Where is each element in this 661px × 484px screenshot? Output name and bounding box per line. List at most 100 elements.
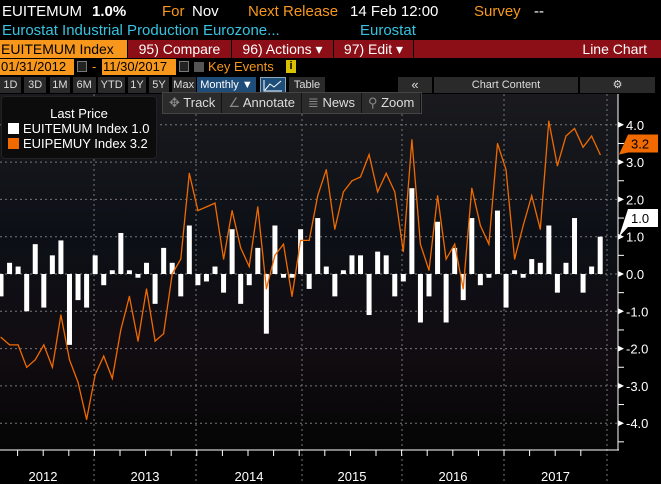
bar[interactable] — [289, 274, 295, 278]
bar[interactable] — [101, 274, 107, 286]
bar[interactable] — [203, 274, 209, 282]
chart-type-label[interactable]: Line Chart — [582, 41, 647, 57]
bar[interactable] — [486, 274, 492, 278]
bar[interactable] — [477, 274, 483, 286]
bar[interactable] — [66, 274, 72, 345]
actions-menu[interactable]: 96) Actions ▾ — [232, 40, 334, 58]
bar[interactable] — [238, 274, 244, 304]
bar[interactable] — [263, 274, 269, 334]
bar[interactable] — [537, 262, 543, 274]
bar[interactable] — [0, 274, 4, 297]
chart-style-icon[interactable] — [260, 77, 286, 93]
bar[interactable] — [32, 244, 38, 274]
bar[interactable] — [15, 266, 21, 274]
legend[interactable]: Last Price EUITEMUM Index 1.0 EUIPEMUY I… — [1, 96, 157, 159]
bar[interactable] — [349, 255, 355, 274]
start-date-input[interactable]: 01/31/2012 — [0, 59, 74, 75]
period-button-1m[interactable]: 1M — [49, 77, 71, 93]
bar[interactable] — [589, 266, 595, 274]
bar[interactable] — [417, 274, 423, 323]
bar[interactable] — [529, 259, 535, 274]
bar[interactable] — [178, 274, 184, 297]
calendar-icon[interactable] — [179, 61, 189, 72]
bar[interactable] — [332, 274, 338, 297]
bar[interactable] — [340, 270, 346, 274]
bar[interactable] — [435, 221, 441, 274]
bar[interactable] — [409, 188, 415, 274]
bar[interactable] — [135, 274, 141, 278]
bar[interactable] — [597, 236, 603, 274]
compare-button[interactable]: 95) Compare — [128, 40, 232, 58]
info-icon[interactable]: i — [286, 60, 296, 73]
collapse-button[interactable]: « — [398, 77, 432, 93]
bar[interactable] — [400, 274, 406, 282]
bar[interactable] — [392, 274, 398, 297]
settings-gear-icon[interactable]: ⚙ — [580, 77, 655, 93]
bar[interactable] — [469, 218, 475, 274]
period-button-6m[interactable]: 6M — [72, 77, 96, 93]
legend-item-euitemum[interactable]: EUITEMUM Index 1.0 — [2, 121, 156, 136]
bar[interactable] — [426, 274, 432, 297]
end-date-input[interactable]: 11/30/2017 — [102, 59, 176, 75]
bar[interactable] — [7, 262, 13, 274]
bar[interactable] — [24, 274, 30, 312]
news-button[interactable]: ≣ News — [301, 93, 362, 113]
edit-menu[interactable]: 97) Edit ▾ — [334, 40, 414, 58]
bar[interactable] — [520, 274, 526, 278]
bar[interactable] — [452, 247, 458, 274]
bar[interactable] — [229, 229, 235, 274]
bar[interactable] — [221, 274, 227, 293]
bar[interactable] — [383, 255, 389, 274]
chart-content-button[interactable]: Chart Content — [434, 77, 578, 93]
bar[interactable] — [443, 274, 449, 323]
period-button-max[interactable]: Max — [171, 77, 196, 93]
bar[interactable] — [375, 251, 381, 274]
bar[interactable] — [298, 229, 304, 274]
period-button-1y[interactable]: 1Y — [127, 77, 147, 93]
bar[interactable] — [280, 274, 286, 278]
bar[interactable] — [144, 262, 150, 274]
period-button-3d[interactable]: 3D — [24, 77, 47, 93]
bar[interactable] — [503, 274, 509, 308]
bar[interactable] — [195, 274, 201, 286]
bar[interactable] — [580, 274, 586, 293]
bar[interactable] — [118, 232, 124, 274]
bar[interactable] — [152, 274, 158, 304]
table-button[interactable]: Table — [289, 77, 325, 93]
bar[interactable] — [358, 255, 364, 274]
bar[interactable] — [84, 274, 90, 308]
bar[interactable] — [75, 274, 81, 301]
bar[interactable] — [494, 210, 500, 274]
security-field[interactable]: EUITEMUM Index — [0, 40, 128, 58]
bar[interactable] — [41, 274, 47, 308]
legend-item-euipemuy[interactable]: EUIPEMUY Index 3.2 — [2, 136, 156, 151]
bar[interactable] — [49, 255, 55, 274]
calendar-icon[interactable] — [77, 61, 87, 72]
period-button-1d[interactable]: 1D — [0, 77, 21, 93]
bar[interactable] — [169, 262, 175, 274]
period-button-5y[interactable]: 5Y — [148, 77, 170, 93]
bar[interactable] — [92, 255, 98, 274]
bar[interactable] — [563, 262, 569, 274]
bar[interactable] — [126, 270, 132, 274]
frequency-dropdown[interactable]: Monthly ▼ — [197, 77, 256, 93]
bar[interactable] — [272, 225, 278, 274]
bar[interactable] — [572, 218, 578, 274]
bar[interactable] — [554, 274, 560, 293]
bar[interactable] — [306, 274, 312, 289]
bar[interactable] — [255, 247, 261, 274]
bar[interactable] — [366, 274, 372, 316]
track-button[interactable]: ✥ Track — [163, 93, 223, 113]
bar[interactable] — [161, 247, 167, 274]
bar[interactable] — [246, 274, 252, 286]
annotate-button[interactable]: ∠ Annotate — [222, 93, 302, 113]
bar[interactable] — [109, 270, 115, 274]
key-events-checkbox[interactable] — [194, 62, 204, 72]
bar[interactable] — [212, 266, 218, 274]
period-button-ytd[interactable]: YTD — [97, 77, 126, 93]
bar[interactable] — [58, 240, 64, 274]
bar[interactable] — [323, 266, 329, 274]
bar[interactable] — [546, 225, 552, 274]
zoom-button[interactable]: ⚲ Zoom — [361, 93, 422, 113]
